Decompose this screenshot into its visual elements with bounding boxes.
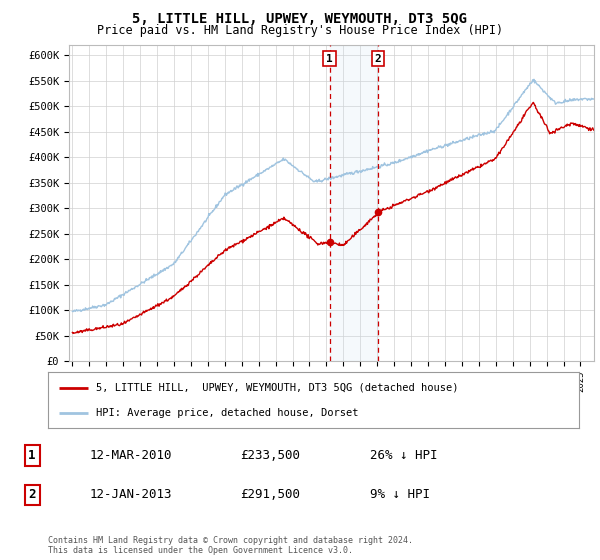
Text: 1: 1 bbox=[326, 54, 333, 64]
Text: 12-JAN-2013: 12-JAN-2013 bbox=[90, 488, 173, 501]
Text: £233,500: £233,500 bbox=[240, 449, 300, 462]
Text: 12-MAR-2010: 12-MAR-2010 bbox=[90, 449, 173, 462]
Text: This data is licensed under the Open Government Licence v3.0.: This data is licensed under the Open Gov… bbox=[48, 547, 353, 556]
Text: 1: 1 bbox=[28, 449, 36, 462]
Text: Contains HM Land Registry data © Crown copyright and database right 2024.: Contains HM Land Registry data © Crown c… bbox=[48, 536, 413, 545]
Text: 5, LITTLE HILL,  UPWEY, WEYMOUTH, DT3 5QG (detached house): 5, LITTLE HILL, UPWEY, WEYMOUTH, DT3 5QG… bbox=[96, 382, 458, 393]
Bar bbox=[329, 45, 378, 361]
Text: 26% ↓ HPI: 26% ↓ HPI bbox=[370, 449, 437, 462]
Text: 2: 2 bbox=[374, 54, 381, 64]
Text: HPI: Average price, detached house, Dorset: HPI: Average price, detached house, Dors… bbox=[96, 408, 358, 418]
Text: Price paid vs. HM Land Registry's House Price Index (HPI): Price paid vs. HM Land Registry's House … bbox=[97, 24, 503, 36]
Text: 5, LITTLE HILL, UPWEY, WEYMOUTH, DT3 5QG: 5, LITTLE HILL, UPWEY, WEYMOUTH, DT3 5QG bbox=[133, 12, 467, 26]
Text: 2: 2 bbox=[28, 488, 36, 501]
Text: £291,500: £291,500 bbox=[240, 488, 300, 501]
Text: 9% ↓ HPI: 9% ↓ HPI bbox=[370, 488, 430, 501]
